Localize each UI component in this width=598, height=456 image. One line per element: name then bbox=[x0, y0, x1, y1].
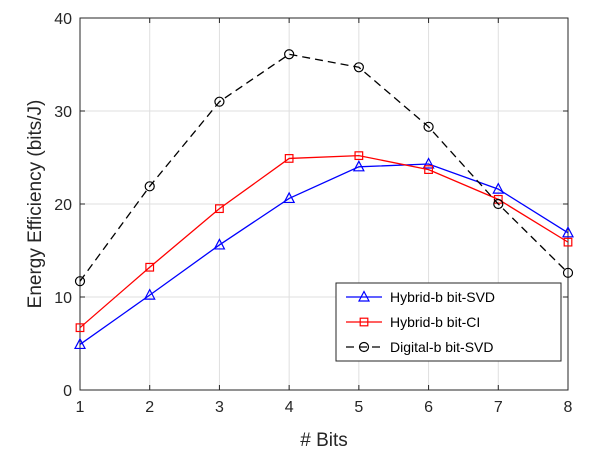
data-point bbox=[75, 323, 85, 333]
data-point bbox=[213, 238, 226, 250]
data-point bbox=[283, 191, 296, 204]
ticks: 1 2 3 4 5 6 7 8 0 10 20 30 40 bbox=[54, 11, 572, 416]
data-point bbox=[145, 262, 155, 272]
series-1 bbox=[74, 157, 574, 350]
data-point bbox=[423, 121, 434, 132]
data-point bbox=[215, 204, 224, 214]
x-tick-label: 5 bbox=[354, 399, 363, 416]
y-tick-label: 10 bbox=[54, 290, 72, 307]
data-point bbox=[144, 181, 155, 192]
data-point bbox=[422, 157, 435, 169]
legend-label: Hybrid-b bit-SVD bbox=[390, 289, 495, 305]
data-point bbox=[563, 237, 573, 247]
legend-marker bbox=[358, 341, 370, 353]
x-tick-label: 8 bbox=[564, 399, 573, 416]
x-tick-label: 4 bbox=[285, 399, 294, 416]
x-tick-label: 1 bbox=[76, 399, 85, 416]
x-tick-label: 7 bbox=[494, 399, 503, 416]
x-tick-label: 2 bbox=[145, 399, 154, 416]
series-line bbox=[79, 154, 569, 329]
legend-marker bbox=[358, 290, 370, 302]
data-point bbox=[284, 154, 294, 163]
series-layer bbox=[74, 49, 574, 350]
data-point bbox=[284, 49, 295, 60]
data-point bbox=[143, 288, 156, 300]
x-tick-label: 6 bbox=[424, 399, 433, 416]
y-tick-label: 0 bbox=[63, 383, 72, 400]
legend-entry-1: Hybrid-b bit-SVD bbox=[346, 289, 495, 305]
data-point bbox=[492, 182, 505, 194]
series-2 bbox=[75, 151, 573, 333]
legend-entry-3: Digital-b bit-SVD bbox=[346, 339, 493, 355]
data-point bbox=[493, 198, 504, 210]
series-line bbox=[79, 163, 569, 345]
y-axis-label: Energy Efficiency (bits/J) bbox=[25, 100, 46, 309]
series-line bbox=[79, 53, 569, 282]
x-axis-label: # Bits bbox=[300, 430, 348, 451]
data-point bbox=[352, 160, 365, 172]
legend: Hybrid-b bit-SVD Hybrid-b bit-CI Digital-b… bbox=[335, 282, 562, 362]
y-tick-label: 20 bbox=[54, 197, 72, 214]
y-tick-label: 30 bbox=[54, 104, 72, 121]
data-point bbox=[354, 151, 364, 161]
data-point bbox=[562, 267, 574, 278]
data-point bbox=[424, 165, 433, 174]
data-point bbox=[74, 276, 86, 287]
y-tick-label: 40 bbox=[54, 11, 72, 28]
legend-entry-2: Hybrid-b bit-CI bbox=[346, 314, 480, 330]
data-point bbox=[214, 96, 225, 107]
data-point bbox=[562, 226, 574, 238]
legend-label: Hybrid-b bit-CI bbox=[390, 314, 480, 330]
x-tick-label: 3 bbox=[215, 399, 224, 416]
data-point bbox=[74, 337, 86, 350]
series-3 bbox=[74, 49, 574, 287]
data-point bbox=[353, 62, 364, 73]
legend-label: Digital-b bit-SVD bbox=[390, 339, 493, 355]
legend-marker bbox=[359, 317, 369, 327]
